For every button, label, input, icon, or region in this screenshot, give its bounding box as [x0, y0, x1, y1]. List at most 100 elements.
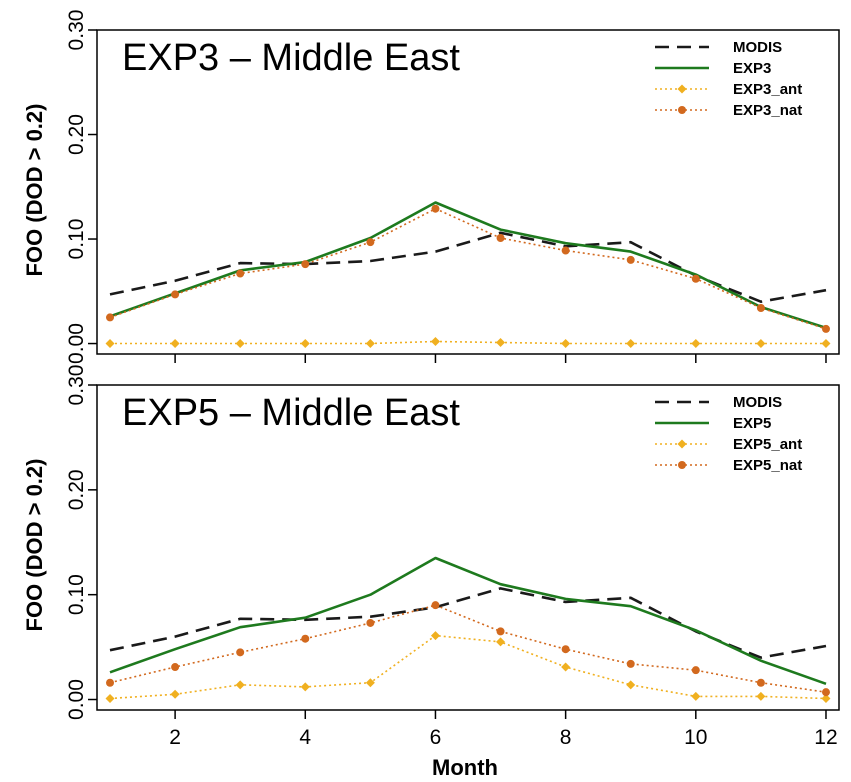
data-point [301, 634, 310, 643]
data-point [561, 246, 570, 255]
legend: MODIS EXP5 EXP5_ant EXP5_nat [655, 394, 802, 474]
data-point [756, 678, 765, 687]
data-point [171, 290, 180, 299]
y-axis-label: FOO (DOD > 0.2) [22, 459, 47, 632]
x-tick-label: 4 [299, 726, 311, 749]
data-point [496, 233, 505, 242]
series-line [110, 340, 826, 345]
legend-label: EXP3_ant [733, 81, 802, 98]
data-point [821, 693, 831, 703]
data-point [626, 680, 636, 690]
series-line [109, 587, 827, 659]
legend-marker [678, 461, 686, 469]
data-point [365, 339, 375, 349]
y-tick-label: 0.00 [65, 679, 88, 720]
data-point [821, 324, 830, 333]
data-point [105, 339, 115, 349]
legend-label: EXP5 [733, 415, 771, 432]
data-point [236, 269, 245, 278]
data-point [756, 304, 765, 313]
legend-label: EXP5_nat [733, 457, 802, 474]
data-point [561, 339, 571, 349]
x-axis-label: Month [432, 755, 498, 780]
data-point [821, 688, 830, 697]
series-exp3-ant [105, 336, 831, 349]
legend-label: EXP3 [733, 60, 771, 77]
y-tick-label: 0.00 [65, 323, 88, 364]
x-tick-label: 10 [684, 726, 707, 749]
legend-label: EXP5_ant [733, 436, 802, 453]
series-modis [109, 587, 827, 659]
data-point [691, 339, 701, 349]
data-point [821, 339, 831, 349]
data-point [691, 274, 700, 283]
series-exp3-nat [106, 204, 830, 333]
series-line [109, 604, 827, 693]
series-exp5 [109, 556, 827, 686]
data-point [170, 689, 180, 699]
series-line [109, 207, 827, 330]
legend-marker [677, 84, 687, 94]
y-axis-label: FOO (DOD > 0.2) [22, 104, 47, 277]
data-point [105, 693, 115, 703]
data-point [365, 678, 375, 688]
data-point [496, 637, 506, 647]
y-tick-label: 0.10 [65, 219, 88, 260]
data-point [366, 618, 375, 627]
data-point [496, 627, 505, 636]
series-modis [109, 231, 827, 304]
x-tick-label: 6 [430, 726, 442, 749]
series-line [109, 556, 827, 686]
legend-label: MODIS [733, 394, 782, 411]
data-point [235, 339, 245, 349]
data-point [236, 648, 245, 657]
data-point [106, 313, 115, 322]
data-point [756, 339, 766, 349]
x-tick-label: 12 [814, 726, 837, 749]
plot-frame [96, 384, 840, 711]
legend: MODIS EXP3 EXP3_ant EXP3_nat [655, 39, 802, 119]
chart-panel-2: 0.00 0.10 0.20 0.30 2 4 6 8 10 12 FOO (DOD > 0.2) M… [22, 365, 840, 780]
y-tick-label: 0.10 [65, 574, 88, 615]
data-point [756, 691, 766, 701]
y-tick-label: 0.20 [65, 114, 88, 155]
data-point [106, 678, 115, 687]
legend-label: EXP3_nat [733, 102, 802, 119]
series-line [109, 201, 827, 330]
data-point [496, 338, 506, 348]
data-point [626, 255, 635, 264]
data-point [300, 682, 310, 692]
data-point [431, 204, 440, 213]
data-point [626, 339, 636, 349]
y-tick-label: 0.30 [65, 365, 88, 406]
data-point [171, 663, 180, 672]
series-line [109, 634, 827, 700]
data-point [170, 339, 180, 349]
y-tick-label: 0.30 [65, 10, 88, 51]
data-point [691, 691, 701, 701]
series-line [109, 231, 827, 304]
data-point [301, 260, 310, 269]
data-point [430, 631, 440, 641]
plot-frame [96, 29, 840, 355]
chart-panel-1: 0.00 0.10 0.20 0.30 FOO (DOD > 0.2) EXP3 – Mi… [22, 10, 840, 364]
y-tick-label: 0.20 [65, 469, 88, 510]
data-point [300, 339, 310, 349]
data-point [626, 659, 635, 668]
series-exp5-nat [106, 601, 830, 697]
series-exp5-ant [105, 631, 831, 703]
data-point [691, 666, 700, 675]
data-point [366, 238, 375, 247]
panel-title: EXP3 – Middle East [122, 37, 460, 79]
data-point [430, 336, 440, 346]
x-tick-label: 2 [169, 726, 181, 749]
data-point [561, 645, 570, 654]
data-point [235, 680, 245, 690]
legend-marker [677, 439, 687, 449]
panel-title: EXP5 – Middle East [122, 392, 460, 434]
series-exp3 [109, 201, 827, 330]
legend-marker [678, 106, 686, 114]
data-point [431, 601, 440, 610]
data-point [561, 662, 571, 672]
